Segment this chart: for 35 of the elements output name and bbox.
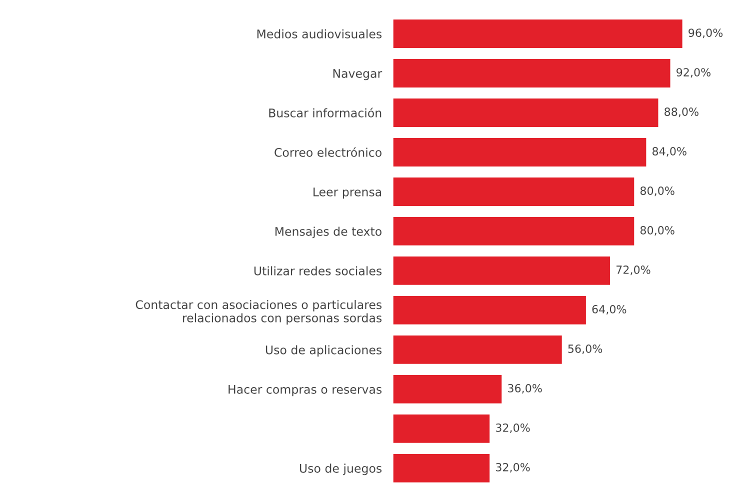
bar (393, 20, 682, 48)
y-tick-label: Contactar con asociaciones o particulares relacionados con personas sordas (136, 300, 382, 325)
bar (393, 454, 490, 482)
data-label: 64,0% (592, 305, 626, 315)
data-label: 80,0% (640, 186, 674, 196)
data-label: 36,0% (508, 384, 542, 394)
y-tick-label: Leer prensa (314, 188, 382, 199)
bar (393, 335, 562, 364)
bar (393, 256, 610, 285)
y-tick-label: Mensajes de texto (275, 226, 382, 238)
y-tick-label: Buscar información (269, 108, 382, 118)
bar (393, 98, 658, 127)
bar (393, 296, 586, 324)
y-tick-label: Uso de aplicaciones (266, 345, 382, 357)
data-label: 72,0% (616, 266, 650, 276)
bar (393, 59, 670, 88)
data-label: 32,0% (496, 462, 530, 473)
y-tick-label: Navegar (333, 69, 382, 80)
data-label: 96,0% (688, 28, 723, 38)
data-label: 80,0% (640, 226, 674, 236)
bar (393, 414, 490, 443)
bar (393, 216, 634, 246)
bar (393, 138, 646, 166)
data-label: 32,0% (496, 423, 530, 434)
data-label: 92,0% (676, 68, 711, 78)
y-tick-label: Correo electrónico (274, 147, 382, 157)
data-label: 84,0% (652, 147, 686, 157)
data-label: 88,0% (664, 108, 698, 118)
y-tick-label: Hacer compras o reservas (228, 385, 382, 396)
y-tick-label: Utilizar redes sociales (254, 266, 382, 276)
data-label: 56,0% (568, 344, 602, 354)
bar (393, 374, 502, 404)
bar (393, 178, 634, 206)
y-tick-label: Uso de juegos (300, 464, 382, 476)
y-tick-label: Medios audiovisuales (257, 29, 382, 38)
